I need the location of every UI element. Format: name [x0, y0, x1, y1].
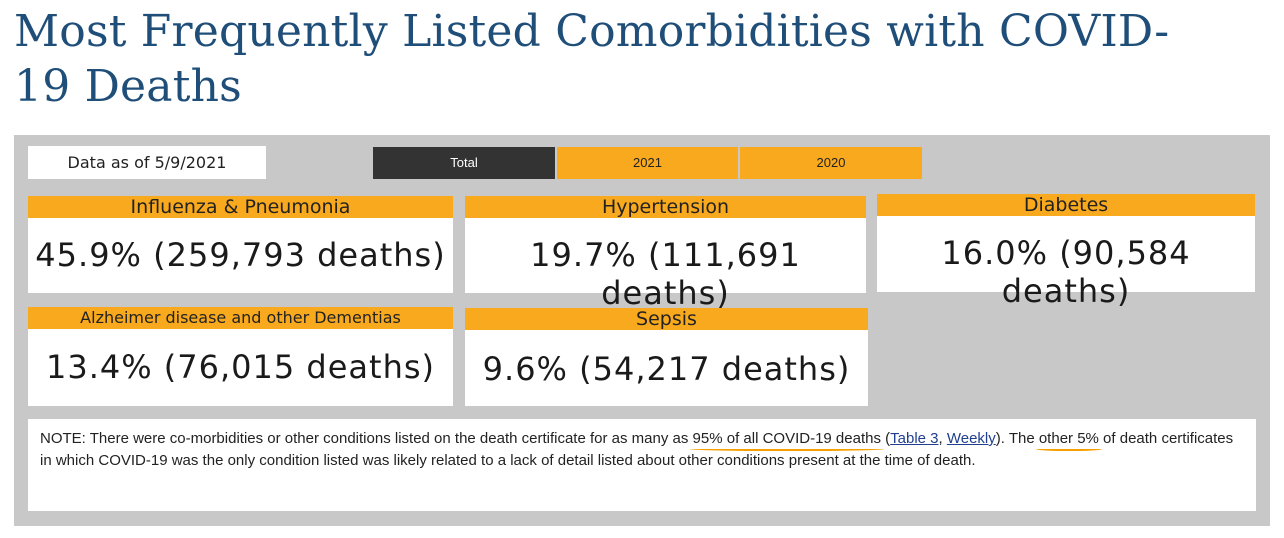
card-hypertension: Hypertension 19.7% (111,691 deaths) [465, 196, 866, 312]
note-part: NOTE: There were co-morbidities or other… [40, 430, 693, 447]
note-part: , [938, 430, 947, 447]
card-label: Alzheimer disease and other Dementias [28, 307, 453, 329]
card-value: 45.9% (259,793 deaths) [35, 236, 446, 274]
data-as-of-label: Data as of 5/9/2021 [28, 146, 266, 179]
card-alzheimer-dementias: Alzheimer disease and other Dementias 13… [28, 307, 453, 406]
note-part: ). The [995, 430, 1039, 447]
note-text: NOTE: There were co-morbidities or other… [28, 419, 1256, 511]
weekly-link[interactable]: Weekly [946, 430, 996, 447]
comorbidities-panel: Data as of 5/9/2021 Total 2021 2020 Infl… [14, 135, 1270, 526]
card-value: 16.0% (90,584 deaths) [941, 234, 1191, 310]
card-sepsis: Sepsis 9.6% (54,217 deaths) [465, 308, 868, 406]
note-part: ( [880, 430, 891, 447]
note-highlight-95-percent: 95% of all COVID-19 deaths [692, 430, 881, 447]
note-highlight-other-5-percent: other 5% [1038, 430, 1099, 447]
card-value: 9.6% (54,217 deaths) [482, 350, 851, 388]
card-diabetes: Diabetes 16.0% (90,584 deaths) [877, 194, 1255, 310]
tab-2020[interactable]: 2020 [740, 147, 922, 179]
card-value: 19.7% (111,691 deaths) [530, 236, 801, 312]
page-title: Most Frequently Listed Comorbidities wit… [14, 6, 1170, 112]
card-value: 13.4% (76,015 deaths) [45, 348, 436, 386]
card-label: Influenza & Pneumonia [28, 196, 453, 218]
card-label: Sepsis [465, 308, 868, 330]
note-part: of death certificates in which COVID-19 … [40, 430, 1234, 469]
table-3-link[interactable]: Table 3 [890, 430, 939, 447]
card-influenza-pneumonia: Influenza & Pneumonia 45.9% (259,793 dea… [28, 196, 453, 293]
tab-2021[interactable]: 2021 [557, 147, 738, 179]
card-label: Diabetes [877, 194, 1255, 216]
tab-total[interactable]: Total [373, 147, 555, 179]
card-label: Hypertension [465, 196, 866, 218]
